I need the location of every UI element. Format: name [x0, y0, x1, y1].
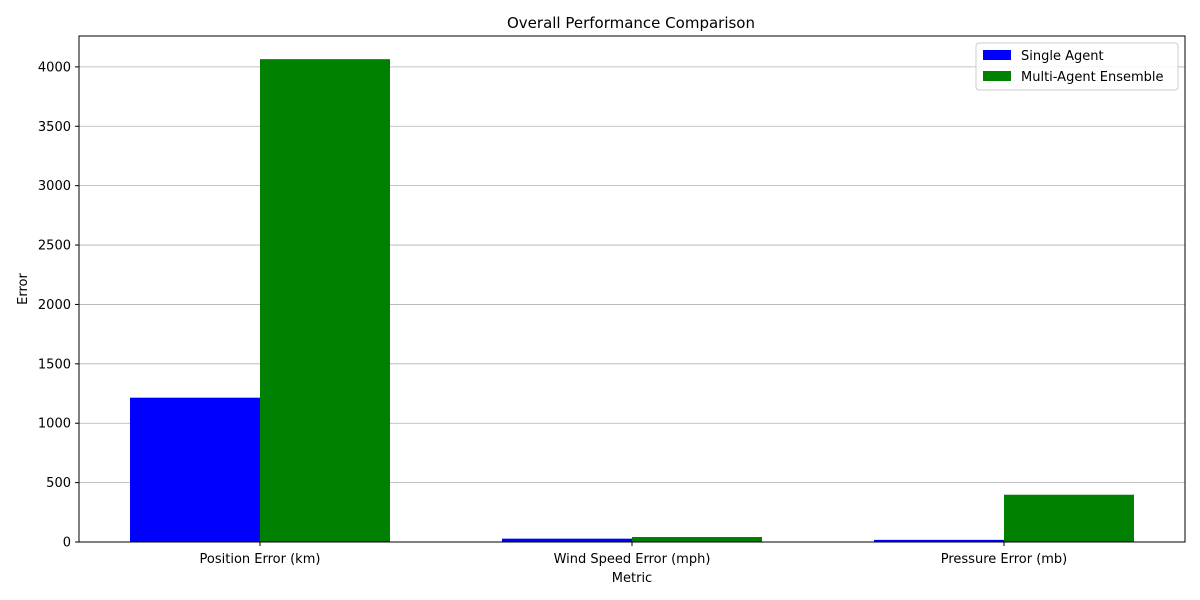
chart-title: Overall Performance Comparison — [507, 14, 755, 32]
x-tick-label: Wind Speed Error (mph) — [554, 552, 711, 567]
bar-single-agent-0 — [130, 397, 260, 542]
y-tick-label: 3000 — [38, 179, 71, 194]
y-tick-label: 1000 — [38, 417, 71, 432]
y-tick-label: 1500 — [38, 357, 71, 372]
y-tick-label: 3500 — [38, 120, 71, 135]
y-tick-label: 500 — [46, 476, 71, 491]
bar-single-agent-2 — [874, 539, 1004, 542]
bar-multi-agent-ensemble-2 — [1004, 494, 1134, 542]
bars — [130, 59, 1134, 542]
x-tick-label: Position Error (km) — [200, 552, 321, 567]
legend-swatch-multi-agent-ensemble — [983, 71, 1011, 81]
bar-single-agent-1 — [502, 538, 632, 542]
y-tick-label: 0 — [63, 536, 71, 551]
bar-multi-agent-ensemble-0 — [260, 59, 390, 542]
y-tick-label: 2000 — [38, 298, 71, 313]
legend: Single Agent Multi-Agent Ensemble — [975, 42, 1179, 91]
bar-multi-agent-ensemble-1 — [632, 537, 762, 542]
y-axis-label: Error — [16, 273, 31, 305]
x-axis-ticks: Position Error (km) Wind Speed Error (mph… — [200, 542, 1068, 567]
legend-label-multi-agent-ensemble: Multi-Agent Ensemble — [1021, 70, 1164, 85]
y-tick-label: 4000 — [38, 60, 71, 75]
legend-box — [975, 42, 1179, 91]
legend-swatch-single-agent — [983, 50, 1011, 60]
y-tick-label: 2500 — [38, 239, 71, 254]
x-axis-label: Metric — [612, 571, 652, 586]
legend-label-single-agent: Single Agent — [1021, 49, 1104, 64]
x-tick-label: Pressure Error (mb) — [941, 552, 1068, 567]
y-axis-ticks: 0 500 1000 1500 2000 2500 3000 3500 4000 — [38, 60, 79, 551]
